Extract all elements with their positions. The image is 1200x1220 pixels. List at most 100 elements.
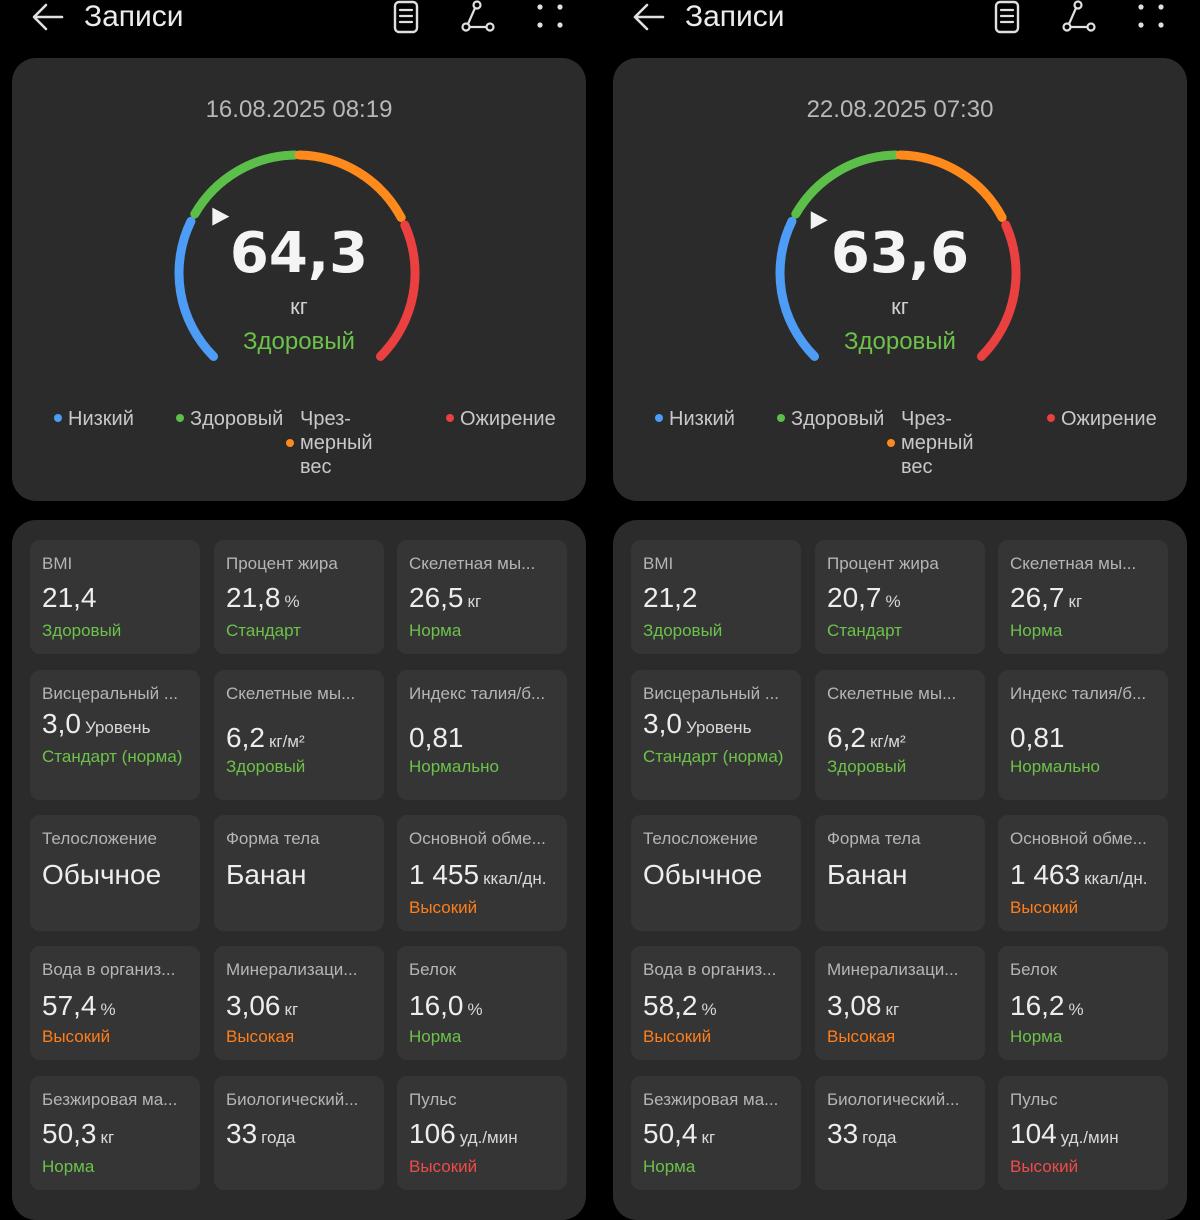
metric-unit: Уровень [685,718,752,737]
notes-icon[interactable] [991,0,1023,34]
metric-value-row: 20,7% [827,582,901,614]
metric-tile[interactable]: Форма тела Банан [214,815,384,931]
metric-tile[interactable]: Биологический... 33 года [815,1076,985,1190]
legend-dot-obese [1047,413,1055,422]
metric-tile[interactable]: Минерализаци... 3,06 кг Высокая [214,946,384,1060]
more-icon[interactable] [532,0,568,34]
top-bar: Записи [601,0,1200,36]
metric-value-row: 26,5 кг [409,582,481,614]
metric-tile[interactable]: BMI 21,4 Здоровый [30,540,200,654]
metric-value: 50,3 [42,1118,97,1149]
graph-icon[interactable] [460,0,496,34]
metric-tile[interactable]: Форма тела Банан [815,815,985,931]
metric-value-row: 16,0% [409,990,483,1022]
metric-value: 26,5 [409,582,464,613]
metric-value: Обычное [42,859,162,890]
metric-tile[interactable]: Биологический... 33 года [214,1076,384,1190]
metric-value: 21,2 [643,582,698,613]
weight-value: 64,3 [229,221,369,286]
legend-low: Низкий [54,407,134,431]
metric-status: Стандарт (норма) [643,747,784,766]
metric-tile[interactable]: Индекс талия/б... 0,81 Нормально [397,670,567,800]
gauge-marker [212,207,230,226]
metric-tile[interactable]: Основной обме... 1 455 ккал/дн. Высокий [397,815,567,931]
metric-value-row: 21,2 [643,582,698,614]
legend-dot-healthy [176,413,184,422]
metric-status: Нормально [409,757,499,776]
metric-value-row: 3,0 Уровень [42,708,150,740]
metric-tile[interactable]: BMI 21,2 Здоровый [631,540,801,654]
metric-label: Биологический... [226,1090,359,1109]
legend-low: Низкий [655,407,735,431]
metric-label: Основной обме... [1010,829,1147,848]
metric-value: 33 [827,1118,859,1149]
metric-tile[interactable]: Висцеральный ... 3,0 Уровень Стандарт (норм… [30,670,200,800]
metric-value-row: 3,08 кг [827,990,899,1022]
metric-tile[interactable]: Вода в организ... 58,2% Высокий [631,946,801,1060]
legend-label-low: Низкий [669,408,735,430]
legend-overweight: Чрез- мерный вес [286,407,400,479]
metric-value: 21,8 [226,582,281,613]
metric-status: Норма [643,1157,696,1176]
metric-value-row: 104 уд./мин [1010,1118,1119,1150]
metric-tile[interactable]: Пульс 104 уд./мин Высокий [998,1076,1168,1190]
metric-tile[interactable]: Безжировая ма... 50,3 кг Норма [30,1076,200,1190]
metric-value: 21,4 [42,582,97,613]
metric-unit: ккал/дн. [1084,869,1148,888]
metric-tile[interactable]: Процент жира 21,8% Стандарт [214,540,384,654]
metric-value: 0,81 [1010,722,1065,753]
metric-label: Безжировая ма... [42,1090,178,1109]
metric-tile[interactable]: Безжировая ма... 50,4 кг Норма [631,1076,801,1190]
graph-icon[interactable] [1061,0,1097,34]
page-title: Записи [84,0,184,33]
metric-status: Высокий [42,1027,111,1046]
metric-status: Высокая [226,1027,295,1046]
back-arrow-icon[interactable] [631,0,667,34]
metric-value: 0,81 [409,722,464,753]
gauge-segment-overweight [294,150,406,223]
metric-tile[interactable]: Скелетная мы... 26,7 кг Норма [998,540,1168,654]
records-panel-right: Записи 22.08.2025 07:30 63,6 кг Здоровый… [601,0,1200,1220]
metric-label: Телосложение [42,829,157,848]
metric-unit: кг/м² [869,732,906,751]
metric-value-row: 26,7 кг [1010,582,1082,614]
measurement-date: 22.08.2025 07:30 [806,96,994,123]
metric-tile[interactable]: Скелетные мы... 6,2 кг/м² Здоровый [815,670,985,800]
weight-gauge-card[interactable]: 22.08.2025 07:30 63,6 кг Здоровый Низкий… [613,58,1187,501]
metric-tile[interactable]: Белок 16,0% Норма [397,946,567,1060]
metric-tile[interactable]: Процент жира 20,7% Стандарт [815,540,985,654]
metric-tile[interactable]: Вода в организ... 57,4% Высокий [30,946,200,1060]
weight-gauge-card[interactable]: 16.08.2025 08:19 64,3 кг Здоровый Низкий… [12,58,586,501]
notes-icon[interactable] [390,0,422,34]
more-icon[interactable] [1133,0,1169,34]
metric-unit: кг/м² [268,732,305,751]
metric-tile[interactable]: Скелетные мы... 6,2 кг/м² Здоровый [214,670,384,800]
legend-dot-overweight [887,439,895,447]
metric-tile[interactable]: Скелетная мы... 26,5 кг Норма [397,540,567,654]
metric-tile[interactable]: Висцеральный ... 3,0 Уровень Стандарт (норм… [631,670,801,800]
legend-label-low: Низкий [68,408,134,430]
metric-unit: % [701,1000,717,1019]
metric-value: 106 [409,1118,456,1149]
metric-label: Пульс [1010,1090,1058,1109]
metric-status: Здоровый [42,621,122,640]
metric-tile[interactable]: Телосложение Обычное [30,815,200,931]
metric-status: Высокий [409,898,478,917]
metric-label: Безжировая ма... [643,1090,779,1109]
metric-tile[interactable]: Пульс 106 уд./мин Высокий [397,1076,567,1190]
metric-value-row: 33 года [226,1118,295,1150]
metric-tile[interactable]: Телосложение Обычное [631,815,801,931]
metric-tile[interactable]: Белок 16,2% Норма [998,946,1168,1060]
metric-label: Форма тела [226,829,320,848]
back-arrow-icon[interactable] [30,0,66,34]
metric-tile[interactable]: Минерализаци... 3,08 кг Высокая [815,946,985,1060]
metric-value-row: 58,2% [643,990,717,1022]
legend-dot-overweight [286,439,294,447]
metric-label: Индекс талия/б... [409,684,546,703]
metric-label: Минерализаци... [226,960,358,979]
metric-value-row: Обычное [643,859,762,891]
metric-tile[interactable]: Индекс талия/б... 0,81 Нормально [998,670,1168,800]
metric-tile[interactable]: Основной обме... 1 463 ккал/дн. Высокий [998,815,1168,931]
gauge-segment-obese [375,220,420,361]
weight-gauge [775,150,1021,361]
